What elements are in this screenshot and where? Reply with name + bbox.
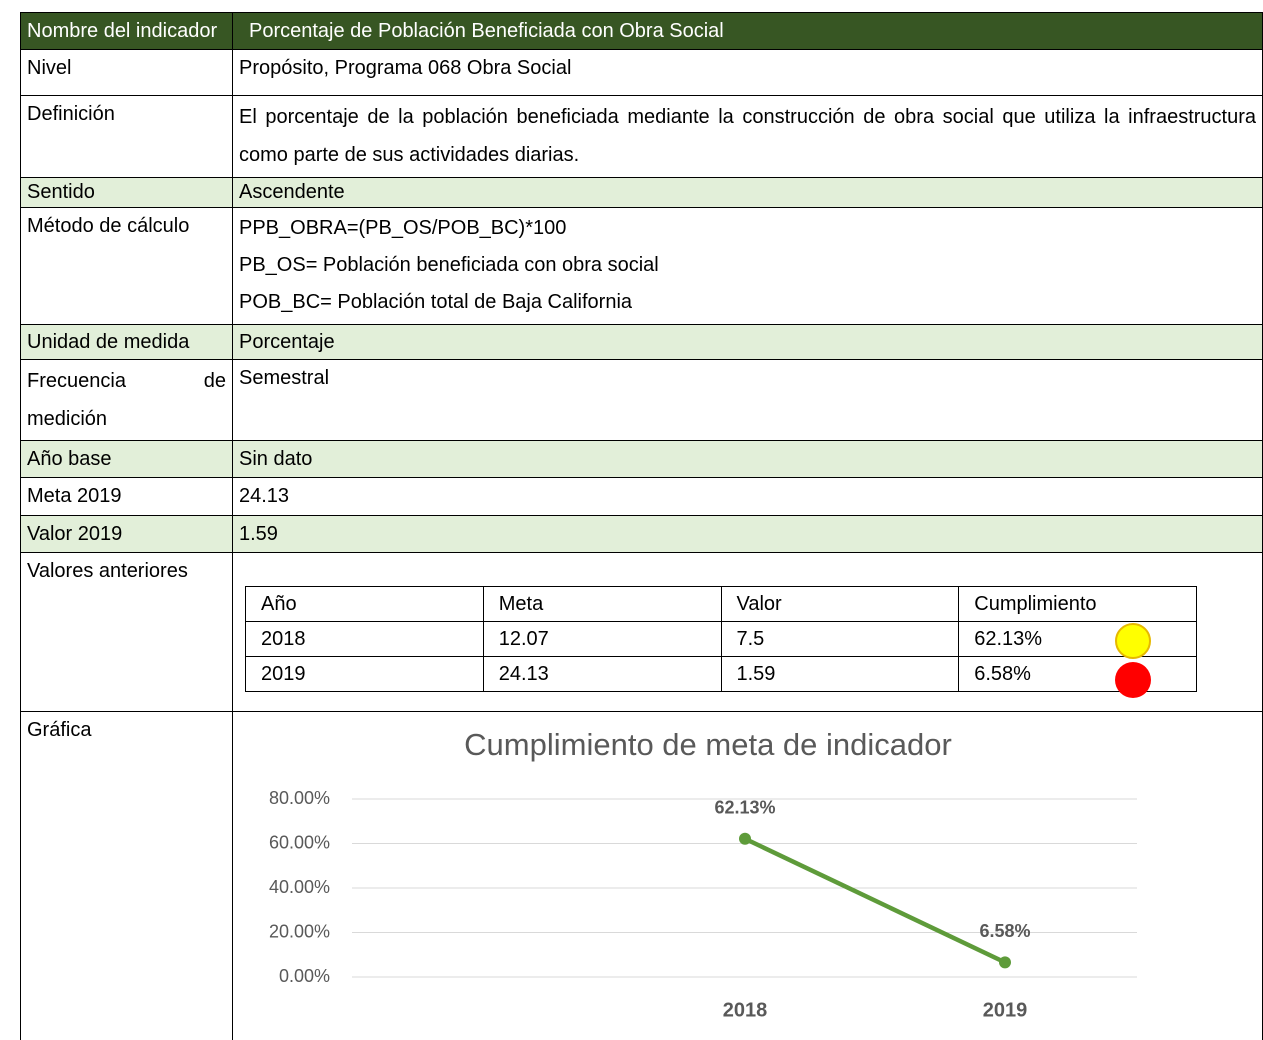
y-tick-label: 60.00% [269,832,330,852]
data-label: 62.13% [714,798,775,818]
label: Sentido [20,177,233,208]
value: Porcentaje de Población Beneficiada con … [232,12,1263,50]
label: Valores anteriores [20,552,233,712]
line: POB_BC= Población total de Baja Californ… [239,291,633,313]
label: Meta 2019 [20,477,233,516]
y-tick-label: 0.00% [279,966,330,986]
data-label: 6.58% [979,921,1030,941]
line: PB_OS= Población beneficiada con obra so… [239,254,659,276]
label: Unidad de medida [20,324,233,360]
status-red [1115,662,1151,698]
value: 1.59 [232,515,1263,553]
y-tick-label: 20.00% [269,921,330,941]
history-table: Año Meta Valor Cumplimiento 2018 12.07 7.5 62.… [245,586,1197,692]
label: Método de cálculo [20,207,233,325]
cell: 1.59 [720,656,960,692]
x-tick-label: 2019 [983,999,1028,1021]
x-tick-label: 2018 [723,999,768,1021]
value: El porcentaje de la población beneficiad… [232,95,1263,178]
label: Gráfica [20,711,233,1040]
point [739,832,751,845]
label: Valor 2019 [20,515,233,553]
point [999,956,1011,969]
line [744,836,1006,965]
indicator-table: Nombre del indicador Porcentaje de Poblac… [20,12,1263,1040]
value: Propósito, Programa 068 Obra Social [232,49,1263,96]
value: Sin dato [232,440,1263,478]
label: Nivel [20,49,233,96]
value: Semestral [232,359,1263,441]
line: PPB_OBRA=(PB_OS/POB_BC)*100 [239,217,567,239]
y-tick-label: 80.00% [269,788,330,808]
value [232,711,1263,1040]
y-tick-label: 40.00% [269,877,330,897]
status-yellow [1115,623,1151,659]
label: Frecuencia de medición [20,359,233,441]
cell: 2018 [245,621,484,657]
cell: 12.07 [482,621,722,657]
cell: 2019 [245,656,484,692]
cell: 6.58% [958,656,1197,692]
chart-title: Cumplimiento de meta de indicador [464,727,952,762]
value: 24.13 [232,477,1263,516]
value: Porcentaje [232,324,1263,360]
value: PPB_OBRA=(PB_OS/POB_BC)*100 PB_OS= Poblac… [232,207,1263,325]
cell: Meta [482,586,722,622]
label: Año base [20,440,233,478]
cell: 24.13 [482,656,722,692]
cell: 62.13% [958,621,1197,657]
value: Ascendente [232,177,1263,208]
label: Nombre del indicador [20,12,233,50]
